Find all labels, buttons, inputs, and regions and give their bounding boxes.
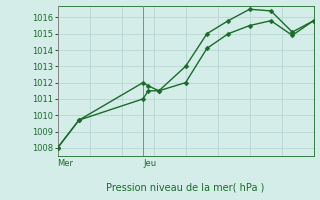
Text: Mer: Mer [58,159,74,168]
Text: Pression niveau de la mer( hPa ): Pression niveau de la mer( hPa ) [107,183,265,193]
Text: Jeu: Jeu [143,159,156,168]
